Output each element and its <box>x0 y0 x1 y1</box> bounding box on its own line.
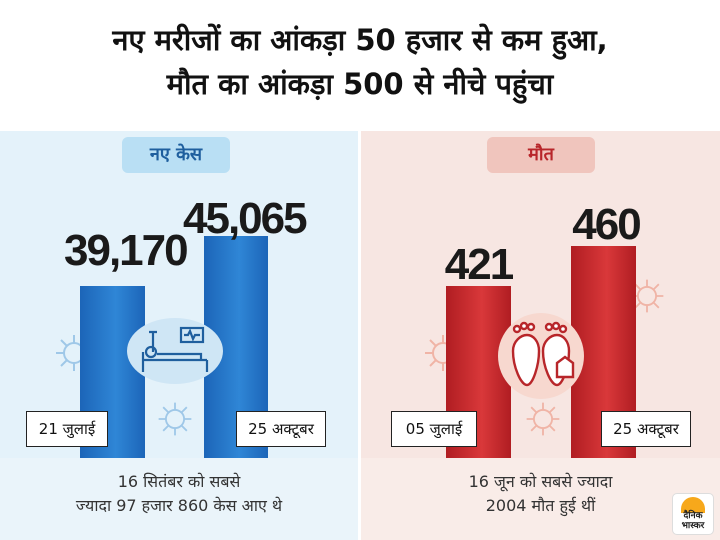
value-label-deaths-oct: 460 <box>572 200 641 249</box>
new-cases-title: नए केस <box>122 137 230 173</box>
new-cases-note: 16 सितंबर को सबसे ज्यादा 97 हजार 860 केस… <box>0 458 358 540</box>
sun-logo-icon <box>681 497 705 513</box>
value-label-deaths-jul: 421 <box>444 240 514 289</box>
new-cases-panel: नए केस 39,170 45,065 21 जुलाई 25 अक्टूबर <box>0 131 358 458</box>
logo-text-line-2: भास्कर <box>681 521 705 531</box>
deaths-note-line-1: 16 जून को सबसे ज्यादा <box>468 472 613 491</box>
date-label-deaths-jul: 05 जुलाई <box>391 411 477 447</box>
footprints-icon <box>498 313 584 399</box>
virus-icon <box>526 402 560 436</box>
new-cases-note-line-2: ज्यादा 97 हजार 860 केस आए थे <box>75 496 283 515</box>
headline: नए मरीजों का आंकड़ा 50 हजार से कम हुआ, म… <box>0 0 720 130</box>
value-label-new-cases-oct: 45,065 <box>183 194 308 243</box>
panel-divider <box>358 131 361 540</box>
dainik-bhaskar-logo: दैनिक भास्कर <box>672 493 714 535</box>
new-cases-note-line-1: 16 सितंबर को सबसे <box>117 472 241 491</box>
deaths-note: 16 जून को सबसे ज्यादा 2004 मौत हुई थीं <box>361 458 720 540</box>
hospital-bed-icon <box>127 318 223 384</box>
date-label-new-cases-jul: 21 जुलाई <box>26 411 108 447</box>
date-label-deaths-oct: 25 अक्टूबर <box>601 411 691 447</box>
headline-line-1: नए मरीजों का आंकड़ा 50 हजार से कम हुआ, <box>112 23 608 57</box>
logo-text-line-1: दैनिक <box>683 511 703 521</box>
deaths-title: मौत <box>487 137 595 173</box>
value-label-new-cases-jul: 39,170 <box>64 226 189 275</box>
virus-icon <box>158 402 192 436</box>
virus-icon <box>630 279 664 313</box>
date-label-new-cases-oct: 25 अक्टूबर <box>236 411 326 447</box>
deaths-note-line-2: 2004 मौत हुई थीं <box>485 496 596 515</box>
deaths-panel: मौत 421 460 05 जुलाई 25 अक्टूबर <box>361 131 720 458</box>
headline-line-2: मौत का आंकड़ा 500 से नीचे पहुंचा <box>166 67 554 101</box>
